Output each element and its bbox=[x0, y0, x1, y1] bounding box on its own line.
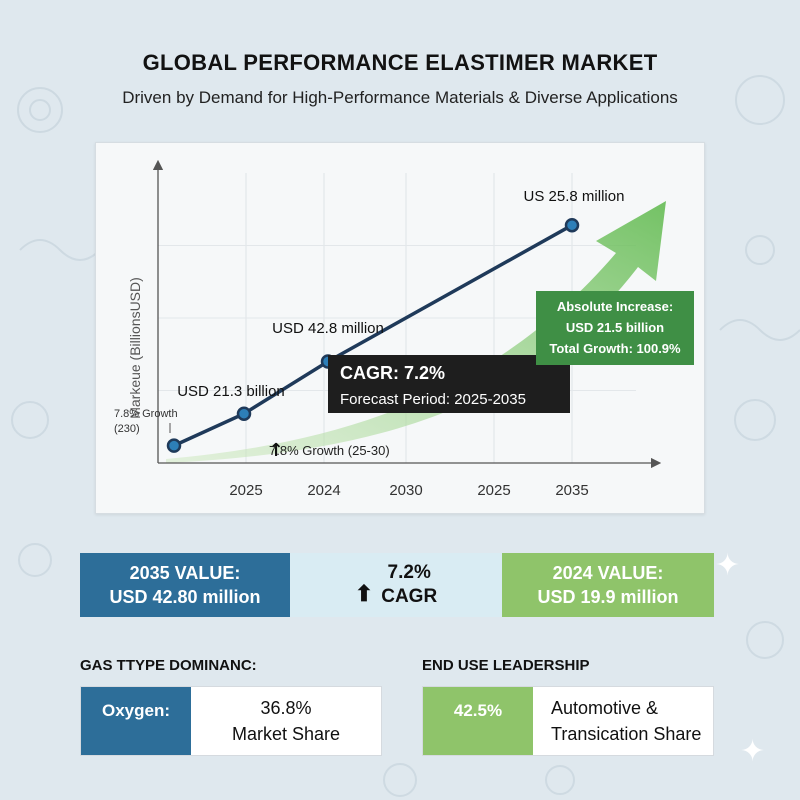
point-label-2: USD 42.8 million bbox=[272, 320, 384, 337]
end-use-desc-line-1: Automotive & bbox=[551, 698, 659, 718]
x-tick-label: 2035 bbox=[555, 482, 588, 499]
x-tick-label: 2025 bbox=[477, 482, 510, 499]
gas-type-share-label: Market Share bbox=[231, 724, 341, 744]
increase-line-2: USD 21.5 billion bbox=[566, 320, 664, 335]
data-point bbox=[564, 217, 580, 233]
up-arrow-icon: ⬆ bbox=[354, 581, 374, 606]
stat-2035-value: 2035 VALUE: USD 42.80 million bbox=[80, 553, 290, 617]
growth-note-bottom: 7.8% Growth (25-30) bbox=[269, 443, 390, 458]
end-use-card: 42.5% Automotive & Transication Share bbox=[422, 686, 714, 756]
point-label-3: US 25.8 million bbox=[524, 188, 625, 205]
cagr-callout: CAGR: 7.2% Forecast Period: 2025-2035 bbox=[328, 355, 570, 413]
line-chart: 2025 2024 2030 2025 2035 Markeue (BillionsUS… bbox=[114, 159, 694, 499]
increase-line-1: Absolute Increase: bbox=[557, 299, 673, 314]
page-title: GLOBAL PERFORMANCE ELASTIMER MARKET bbox=[142, 50, 658, 75]
y-axis-label: Markeue (BillionsUSD) bbox=[127, 277, 143, 419]
end-use-tag: 42.5% bbox=[423, 687, 533, 755]
stat-2035-amount: USD 42.80 million bbox=[109, 587, 261, 607]
gas-type-card: Oxygen: 36.8% Market Share bbox=[80, 686, 382, 756]
point-label-1: USD 21.3 billion bbox=[177, 383, 285, 400]
series-line bbox=[173, 223, 573, 448]
end-use-heading: END USE LEADERSHIP bbox=[422, 657, 590, 674]
increase-line-3: Total Growth: 100.9% bbox=[549, 341, 681, 356]
x-tick-label: 2030 bbox=[389, 482, 422, 499]
growth-note-left-2: (230) bbox=[114, 423, 140, 435]
growth-note-bottom-arrow: ↑ bbox=[268, 440, 283, 461]
stat-cagr-label: CAGR bbox=[381, 586, 438, 607]
absolute-increase-box: Absolute Increase: USD 21.5 billion Tota… bbox=[536, 291, 694, 365]
stat-2024-label: 2024 VALUE: bbox=[552, 563, 664, 583]
gas-type-description: 36.8% Market Share bbox=[191, 687, 381, 755]
x-tick-label: 2025 bbox=[229, 482, 262, 499]
data-point bbox=[236, 406, 252, 421]
chart-card: 2025 2024 2030 2025 2035 Markeue (BillionsUS… bbox=[95, 142, 705, 514]
growth-note-left-1: 7.8% Growth bbox=[114, 408, 178, 420]
sparkle-icon: ✦ bbox=[715, 549, 741, 582]
gas-type-share: 36.8% bbox=[260, 698, 312, 718]
page-subtitle: Driven by Demand for High-Performance Ma… bbox=[122, 88, 678, 107]
cagr-forecast: Forecast Period: 2025-2035 bbox=[340, 391, 526, 408]
cagr-title: CAGR: 7.2% bbox=[340, 363, 445, 383]
stat-cagr-value: 7.2% bbox=[387, 562, 431, 583]
sparkle-icon: ✦ bbox=[740, 735, 766, 768]
stat-cagr: ⬆ 7.2% CAGR bbox=[290, 553, 502, 617]
summary-stats-row: 2035 VALUE: USD 42.80 million ⬆ 7.2% CAG… bbox=[80, 553, 714, 617]
x-tick-label: 2024 bbox=[307, 482, 340, 499]
stat-2024-amount: USD 19.9 million bbox=[537, 587, 679, 607]
end-use-description: Automotive & Transication Share bbox=[533, 687, 713, 755]
end-use-desc-line-2: Transication Share bbox=[551, 724, 702, 744]
stat-2035-label: 2035 VALUE: bbox=[129, 563, 241, 583]
data-point bbox=[166, 438, 182, 453]
gas-type-heading: GAS TTYPE DOMINANC: bbox=[80, 657, 257, 674]
stat-2024-value: 2024 VALUE: USD 19.9 million bbox=[502, 553, 714, 617]
gas-type-tag: Oxygen: bbox=[81, 687, 191, 755]
